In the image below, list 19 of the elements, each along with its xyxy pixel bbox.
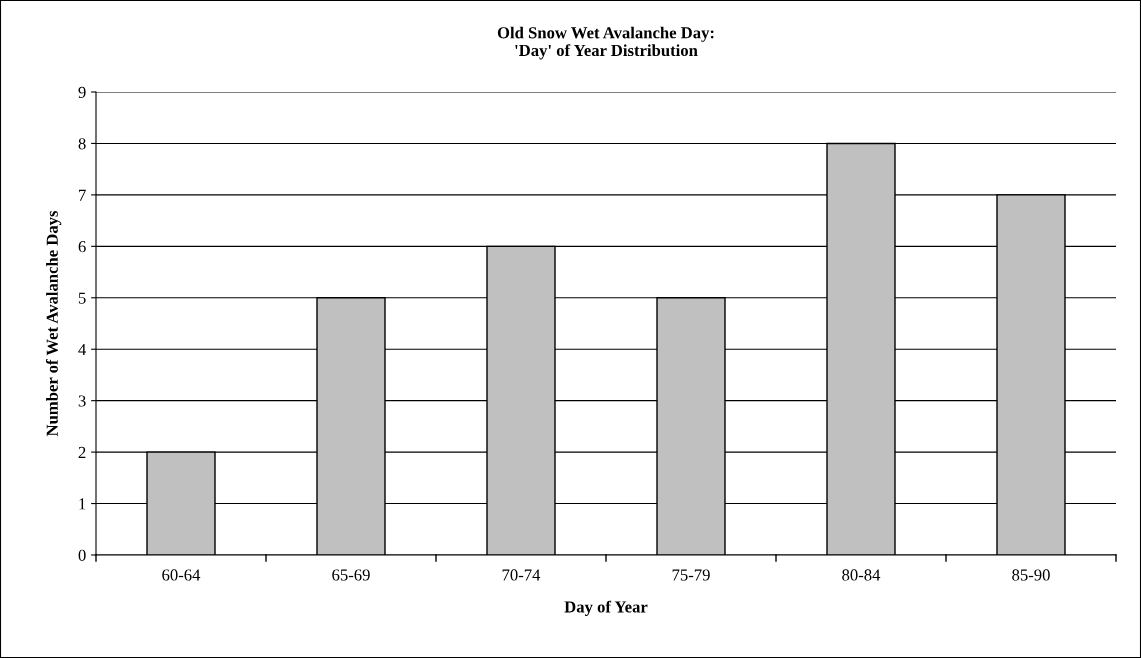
x-tick-label: 60-64 — [162, 569, 201, 581]
y-tick-label: 9 — [78, 86, 86, 98]
x-tick-label: 85-90 — [1012, 569, 1050, 581]
y-tick-label: 0 — [78, 549, 86, 561]
y-tick-label: 8 — [78, 138, 86, 150]
y-tick-label: 2 — [78, 446, 86, 458]
x-tick-label: 80-84 — [842, 569, 881, 581]
y-tick-label: 6 — [78, 241, 86, 253]
y-axis-title: Number of Wet Avalanche Days — [45, 210, 62, 437]
y-tick-label: 4 — [78, 344, 87, 355]
x-axis-title: Day of Year — [564, 600, 648, 616]
y-tick-label: 7 — [79, 189, 86, 201]
y-tick-label: 3 — [78, 395, 86, 407]
y-tick-label: 1 — [79, 498, 86, 510]
chart-title: Old Snow Wet Avalanche Day: 'Day' of Year Distribution — [497, 26, 714, 60]
x-tick-label: 75-79 — [672, 569, 710, 581]
x-tick-label: 65-69 — [332, 569, 370, 581]
x-tick-label: 70-74 — [502, 569, 541, 581]
y-tick-label: 5 — [78, 292, 86, 304]
